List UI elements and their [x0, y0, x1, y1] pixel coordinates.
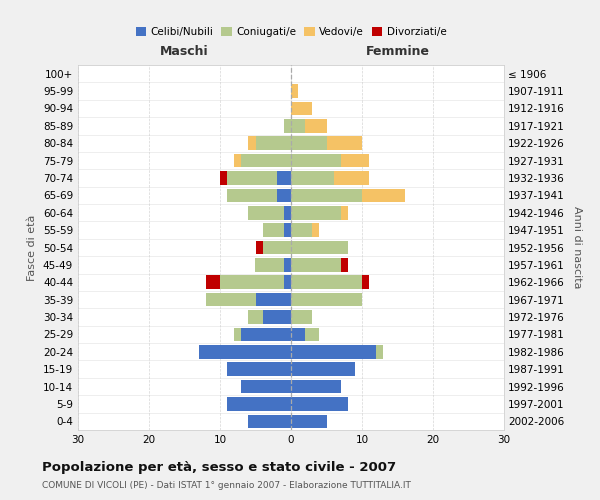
Bar [291, 206, 341, 220]
Bar [284, 119, 291, 132]
Bar [291, 84, 298, 98]
Bar [241, 380, 291, 394]
Bar [284, 224, 291, 237]
Y-axis label: Anni di nascita: Anni di nascita [572, 206, 581, 289]
Bar [234, 154, 241, 168]
Bar [256, 258, 284, 272]
Bar [256, 293, 291, 306]
Bar [291, 224, 313, 237]
Bar [256, 240, 263, 254]
Bar [291, 380, 341, 394]
Bar [241, 154, 291, 168]
Bar [291, 154, 341, 168]
Bar [234, 328, 241, 341]
Text: Popolazione per età, sesso e stato civile - 2007: Popolazione per età, sesso e stato civil… [42, 462, 396, 474]
Bar [291, 293, 362, 306]
Bar [248, 414, 291, 428]
Bar [248, 206, 284, 220]
Bar [291, 328, 305, 341]
Bar [263, 310, 291, 324]
Bar [291, 345, 376, 358]
Bar [256, 136, 291, 150]
Y-axis label: Fasce di età: Fasce di età [28, 214, 37, 280]
Bar [291, 240, 348, 254]
Bar [291, 136, 326, 150]
Bar [291, 119, 305, 132]
Bar [291, 171, 334, 185]
Bar [199, 345, 291, 358]
Bar [326, 136, 362, 150]
Text: Maschi: Maschi [160, 44, 209, 58]
Text: COMUNE DI VICOLI (PE) - Dati ISTAT 1° gennaio 2007 - Elaborazione TUTTITALIA.IT: COMUNE DI VICOLI (PE) - Dati ISTAT 1° ge… [42, 481, 411, 490]
Bar [277, 171, 291, 185]
Bar [291, 258, 341, 272]
Bar [305, 328, 319, 341]
Bar [291, 188, 362, 202]
Bar [305, 119, 326, 132]
Bar [334, 171, 369, 185]
Bar [263, 224, 284, 237]
Text: Femmine: Femmine [365, 44, 430, 58]
Bar [362, 276, 369, 289]
Bar [284, 276, 291, 289]
Bar [291, 102, 313, 115]
Bar [227, 362, 291, 376]
Bar [341, 258, 348, 272]
Bar [291, 397, 348, 410]
Bar [206, 293, 256, 306]
Bar [291, 414, 326, 428]
Bar [284, 206, 291, 220]
Bar [362, 188, 404, 202]
Bar [220, 276, 284, 289]
Legend: Celibi/Nubili, Coniugati/e, Vedovi/e, Divorziati/e: Celibi/Nubili, Coniugati/e, Vedovi/e, Di… [131, 23, 451, 41]
Bar [341, 154, 369, 168]
Bar [313, 224, 319, 237]
Bar [241, 328, 291, 341]
Bar [291, 310, 313, 324]
Bar [277, 188, 291, 202]
Bar [341, 206, 348, 220]
Bar [227, 188, 277, 202]
Bar [291, 276, 362, 289]
Bar [291, 362, 355, 376]
Bar [220, 171, 227, 185]
Bar [284, 258, 291, 272]
Bar [248, 310, 263, 324]
Bar [263, 240, 291, 254]
Bar [248, 136, 256, 150]
Bar [227, 397, 291, 410]
Bar [206, 276, 220, 289]
Bar [227, 171, 277, 185]
Bar [376, 345, 383, 358]
